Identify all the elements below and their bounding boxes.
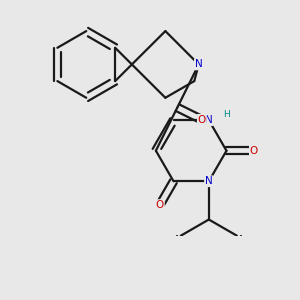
Text: N: N (205, 115, 213, 125)
Text: O: O (156, 200, 164, 210)
Text: O: O (250, 146, 258, 156)
Text: O: O (198, 115, 206, 125)
Text: H: H (223, 110, 230, 119)
Text: N: N (195, 59, 203, 69)
Text: N: N (205, 176, 213, 186)
